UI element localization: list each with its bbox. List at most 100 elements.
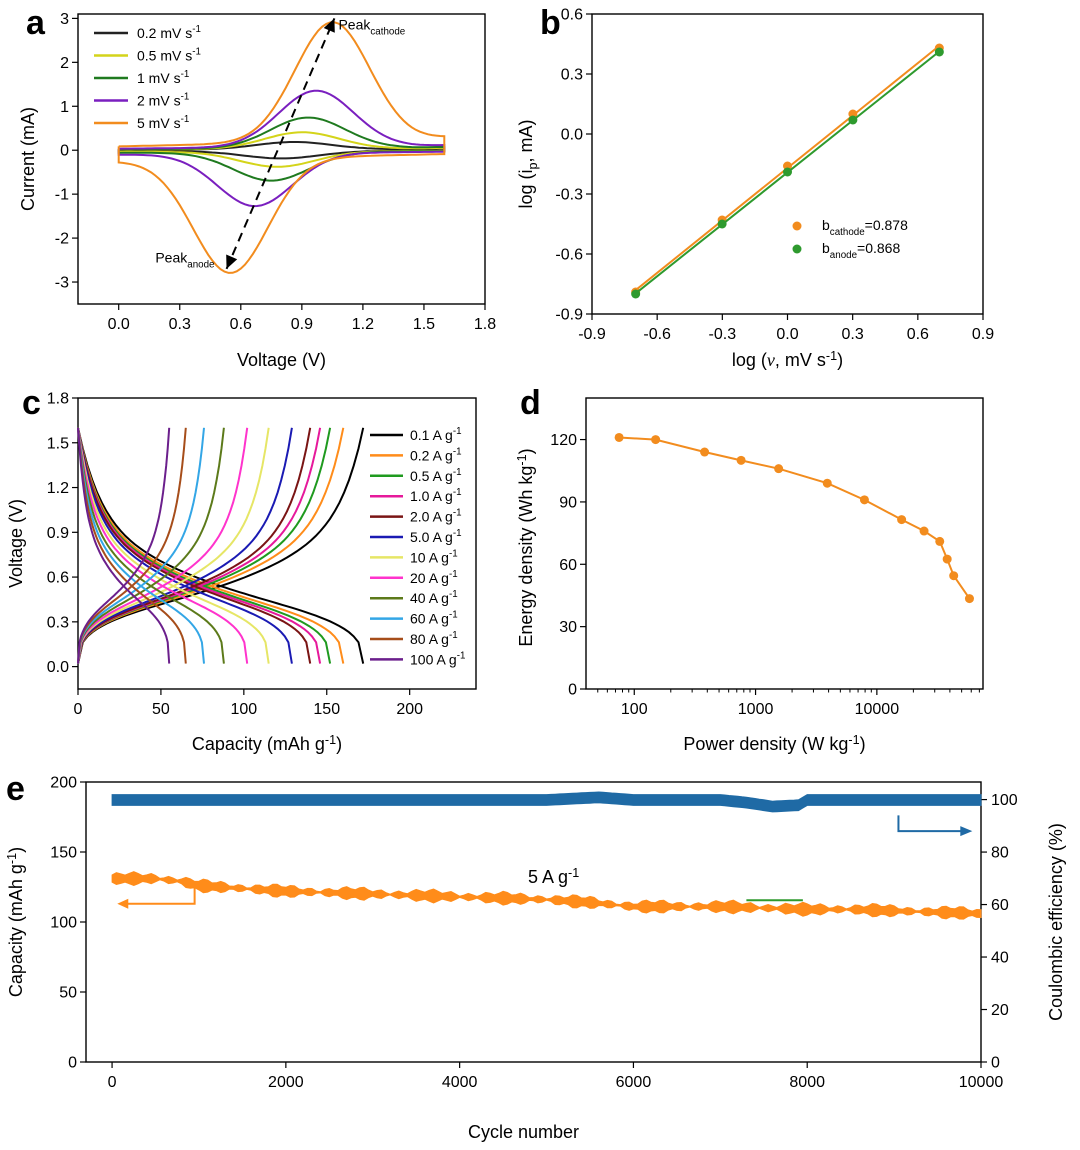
y-tick-label: 150 [50, 845, 77, 862]
ragone-point [942, 554, 952, 564]
panel-b-xlabel: log (ν, mV s-1) [732, 349, 843, 370]
x-tick-label: 10000 [855, 701, 900, 718]
point-anode [783, 167, 792, 177]
x-tick-label: -0.6 [643, 326, 671, 343]
legend-label: 0.5 A g-1 [410, 467, 462, 484]
y-tick-label: 0.6 [47, 570, 69, 587]
y-tick-label: 0.0 [47, 659, 69, 676]
y-tick-label: 2 [60, 55, 69, 72]
x-tick-label: 1.2 [352, 316, 374, 333]
x-tick-label: 0 [108, 1074, 117, 1091]
x-tick-label: 0.9 [291, 316, 313, 333]
y-tick-label: 0.3 [47, 614, 69, 631]
discharge-curve [77, 427, 322, 664]
legend-label-anode: banode=0.868 [822, 240, 900, 261]
legend-label: 40 A g-1 [410, 589, 458, 606]
panel-c-frame [77, 397, 477, 690]
y2-tick-label: 40 [991, 950, 1009, 967]
y-tick-label: -1 [55, 187, 69, 204]
legend-label: 2.0 A g-1 [410, 508, 462, 525]
y2-tick-label: 80 [991, 845, 1009, 862]
x-tick-label: 0.9 [972, 326, 994, 343]
point-anode [934, 47, 944, 57]
ragone-point [736, 455, 746, 465]
panel-d-ylabel: Energy density (Wh kg-1) [515, 448, 536, 646]
panel-b-ylabel: log (ip, mA) [516, 119, 540, 208]
x-tick-label: 10000 [959, 1074, 1004, 1091]
legend-label: 20 A g-1 [410, 569, 458, 586]
legend-label: 0.1 A g-1 [410, 426, 462, 443]
x-tick-label: 1.8 [474, 316, 496, 333]
legend-label: 1 mV s-1 [137, 69, 189, 86]
peak-cathode-label: Peakcathode [338, 16, 405, 37]
discharge-curve [77, 427, 365, 664]
ragone-point [949, 571, 959, 581]
y-tick-label: 3 [60, 11, 69, 28]
x-tick-label: 0 [74, 701, 83, 718]
legend-label: 0.2 mV s-1 [137, 24, 201, 41]
panel-c-ylabel: Voltage (V) [6, 499, 26, 588]
x-tick-label: 100 [621, 701, 648, 718]
arrowhead-anode [226, 254, 238, 269]
panel-e-y2label: Coulombic efficiency (%) [1046, 823, 1066, 1021]
point-anode [848, 115, 858, 125]
y-tick-label: 0.3 [561, 67, 583, 84]
ragone-point [614, 432, 624, 442]
current-density-label: 5 A g-1 [528, 866, 579, 887]
x-tick-label: 0.0 [108, 316, 130, 333]
legend-label: 0.2 A g-1 [410, 446, 462, 463]
legend-label: 80 A g-1 [410, 630, 458, 647]
panel-b-letter: b [540, 4, 561, 42]
panel-e: e0 2000 4000 6000 8000 1000005010015020002040… [5, 770, 1066, 1142]
x-tick-label: 0.6 [230, 316, 252, 333]
x-tick-label: 0.0 [776, 326, 798, 343]
point-anode [717, 219, 727, 229]
peak-anode-label: Peakanode [155, 249, 215, 270]
y-tick-label: 200 [50, 775, 77, 792]
panel-a-frame [77, 13, 486, 305]
y-tick-label: 0.0 [561, 127, 583, 144]
x-tick-label: -0.3 [709, 326, 737, 343]
ragone-point [651, 435, 661, 445]
discharge-curve [77, 427, 312, 664]
discharge-curve [77, 427, 171, 664]
panel-d-frame [585, 397, 984, 690]
panel-c: c 0 50 100 150 200 0.0 0.3 0.6 0.9 1.2 1.5 1.8 Capaci… [6, 384, 477, 754]
panel-e-letter: e [6, 770, 25, 808]
ragone-point [935, 536, 945, 546]
discharge-curve [77, 427, 187, 664]
arrowhead-cathode [323, 18, 335, 33]
capacity-series [111, 871, 982, 920]
y-tick-label: 120 [550, 432, 577, 449]
panel-a-xlabel: Voltage (V) [237, 350, 326, 370]
y-tick-label: 0.9 [47, 525, 69, 542]
capacity-arrowhead [117, 898, 129, 909]
x-tick-label: 50 [152, 701, 170, 718]
panel-e-xlabel: Cycle number [468, 1122, 579, 1142]
peak-shift-arrow [225, 17, 336, 270]
panel-c-letter: c [22, 384, 41, 422]
y-tick-label: 0 [568, 682, 577, 699]
x-tick-label: 0.3 [169, 316, 191, 333]
ce-axis-arrow [897, 815, 962, 833]
y-tick-label: 50 [59, 985, 77, 1002]
legend-label: 1.0 A g-1 [410, 487, 462, 504]
ragone-point [919, 526, 929, 536]
discharge-curve [77, 427, 345, 664]
discharge-curve [77, 427, 270, 664]
y2-tick-label: 100 [991, 792, 1018, 809]
panel-a-ylabel: Current (mA) [18, 107, 38, 211]
ce-arrowhead [960, 826, 973, 837]
y-tick-label: 90 [559, 494, 577, 511]
x-tick-label: 0.6 [907, 326, 929, 343]
y-tick-label: 0 [60, 143, 69, 160]
x-tick-label: 8000 [789, 1074, 825, 1091]
x-tick-label: 1.5 [413, 316, 435, 333]
x-tick-label: 100 [230, 701, 257, 718]
panel-b: b -0.9 -0.6 -0.3 0.0 0.3 0.6 0.9 -0.9 -0.6 -0.3 0.0… [516, 4, 994, 370]
y2-tick-label: 60 [991, 897, 1009, 914]
y-tick-label: -0.9 [555, 307, 583, 324]
y-tick-label: -0.6 [555, 247, 583, 264]
x-tick-label: 0.3 [842, 326, 864, 343]
